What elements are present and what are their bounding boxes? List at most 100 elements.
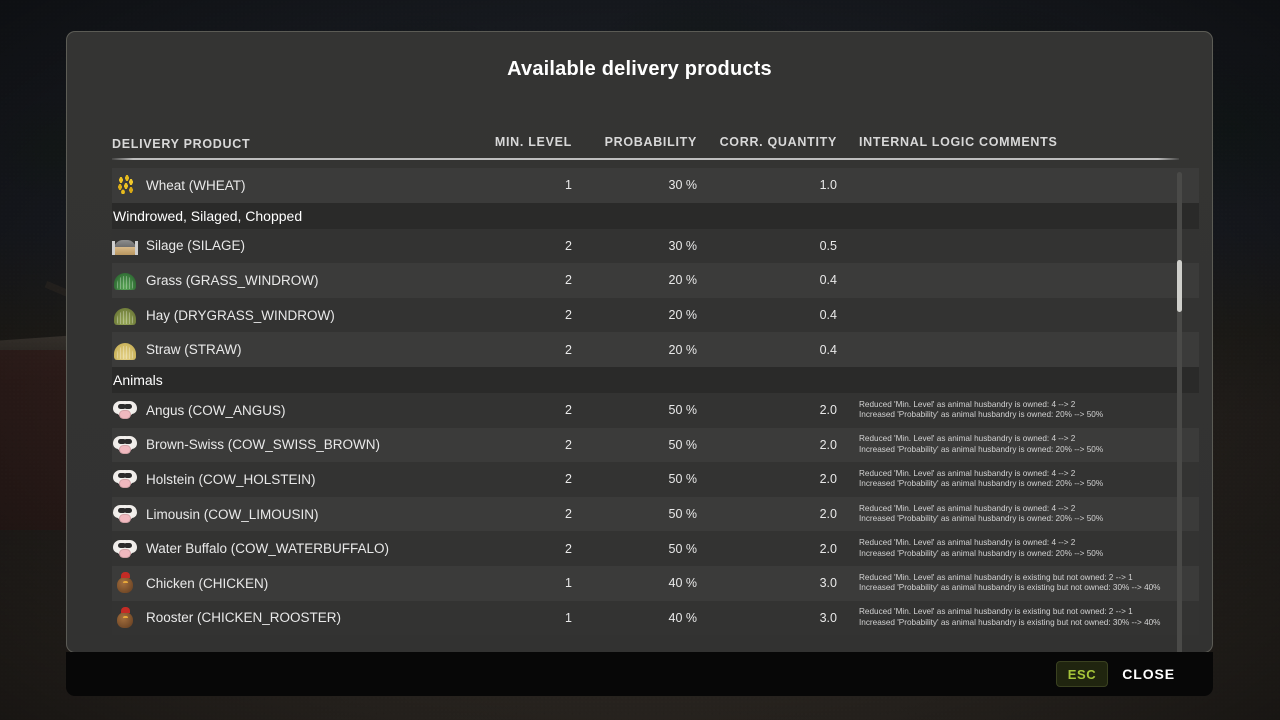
comment-line: Reduced 'Min. Level' as animal husbandry…: [859, 538, 1076, 548]
cell-probability-value: 50 %: [668, 472, 698, 487]
cell-min-level-value: 2: [565, 437, 572, 452]
cow-icon-glyph: [112, 536, 138, 562]
cell-corr-quantity: 1.0: [697, 176, 837, 194]
comment-line: Increased 'Probability' as animal husban…: [859, 548, 1104, 558]
cell-min-level: 1: [467, 574, 572, 592]
cell-min-level-value: 2: [565, 507, 572, 522]
scrollbar-thumb[interactable]: [1177, 260, 1182, 312]
column-header-corr-quantity: CORR. QUANTITY: [719, 135, 837, 149]
comment-line: Reduced 'Min. Level' as animal husbandry…: [859, 607, 1133, 617]
cell-min-level: 2: [467, 470, 572, 488]
product-name: Chicken (CHICKEN): [146, 575, 269, 591]
cell-delivery-product: Straw (STRAW): [112, 337, 467, 363]
cell-min-level: 2: [467, 271, 572, 289]
grass-icon: [112, 267, 138, 293]
table-section-header: Animals: [112, 366, 1199, 393]
rooster-icon: [112, 605, 138, 631]
comment-line: Increased 'Probability' as animal husban…: [859, 514, 1104, 524]
product-name: Limousin (COW_LIMOUSIN): [146, 506, 319, 522]
cell-delivery-product: Rooster (CHICKEN_ROOSTER): [112, 605, 467, 631]
cell-corr-quantity: 0.5: [697, 237, 837, 255]
cell-probability: 20 %: [572, 341, 698, 359]
table-row[interactable]: Holstein (COW_HOLSTEIN) 2 50 % 2.0 Reduced '…: [112, 462, 1199, 497]
product-name: Holstein (COW_HOLSTEIN): [146, 471, 316, 487]
cell-corr-quantity-value: 0.4: [819, 273, 837, 288]
cell-min-level-value: 2: [565, 541, 572, 556]
hay-icon: [112, 302, 138, 328]
cow-icon: [112, 501, 138, 527]
cell-delivery-product: Chicken (CHICKEN): [112, 570, 467, 596]
table-body[interactable]: Wheat (WHEAT) 1 30 % 1.0 Windrowed, Silaged,…: [112, 168, 1199, 652]
comment-line: Increased 'Probability' as animal husban…: [859, 617, 1161, 627]
cell-internal-logic-comments: Reduced 'Min. Level' as animal husbandry…: [837, 400, 1179, 421]
cell-delivery-product: Angus (COW_ANGUS): [112, 397, 467, 423]
silage-icon: [112, 233, 138, 259]
cell-corr-quantity-value: 1.0: [819, 178, 837, 193]
comment-line: Reduced 'Min. Level' as animal husbandry…: [859, 399, 1076, 409]
table-row[interactable]: Angus (COW_ANGUS) 2 50 % 2.0 Reduced 'Min. L…: [112, 392, 1199, 428]
table-row[interactable]: Hay (DRYGRASS_WINDROW) 2 20 % 0.4: [112, 297, 1199, 333]
table-row[interactable]: Silage (SILAGE) 2 30 % 0.5: [112, 228, 1199, 264]
cow-icon: [112, 536, 138, 562]
cell-corr-quantity: 0.4: [697, 306, 837, 324]
cell-corr-quantity: 2.0: [697, 436, 837, 454]
cell-min-level: 2: [467, 341, 572, 359]
comment-line: Increased 'Probability' as animal husban…: [859, 410, 1104, 420]
cell-probability-value: 50 %: [668, 403, 698, 418]
cell-min-level: 2: [467, 505, 572, 523]
cell-corr-quantity: 2.0: [697, 470, 837, 488]
dialog-footer-bar: ESC CLOSE: [66, 652, 1213, 696]
cell-probability-value: 40 %: [668, 576, 698, 591]
cell-min-level-value: 2: [565, 403, 572, 418]
cell-corr-quantity: 0.4: [697, 341, 837, 359]
rooster-icon-glyph: [112, 605, 138, 631]
vertical-scrollbar[interactable]: [1177, 172, 1182, 652]
table-row[interactable]: Wheat (WHEAT) 1 30 % 1.0: [112, 168, 1199, 203]
cell-probability: 50 %: [572, 436, 698, 454]
comment-line: Reduced 'Min. Level' as animal husbandry…: [859, 503, 1076, 513]
comment-line: Reduced 'Min. Level' as animal husbandry…: [859, 434, 1076, 444]
close-button[interactable]: CLOSE: [1122, 666, 1175, 682]
cow-icon: [112, 466, 138, 492]
cell-internal-logic-comments: Reduced 'Min. Level' as animal husbandry…: [837, 434, 1179, 455]
products-table: DELIVERY PRODUCT MIN. LEVEL PROBABILITY …: [112, 125, 1199, 652]
chicken-icon: [112, 570, 138, 596]
cow-icon-glyph: [112, 501, 138, 527]
table-row[interactable]: Rooster (CHICKEN_ROOSTER) 1 40 % 3.0 Reduced…: [112, 600, 1199, 636]
cell-delivery-product: Holstein (COW_HOLSTEIN): [112, 466, 467, 492]
cell-min-level: 1: [467, 609, 572, 627]
cell-corr-quantity-value: 2.0: [819, 472, 837, 487]
cell-min-level: 2: [467, 401, 572, 419]
table-row[interactable]: Chicken (CHICKEN) 1 40 % 3.0 Reduced 'Min. L…: [112, 565, 1199, 601]
esc-key-badge[interactable]: ESC: [1055, 661, 1109, 687]
cell-corr-quantity-value: 3.0: [819, 576, 837, 591]
silage-icon-glyph: [112, 233, 138, 259]
cell-probability-value: 50 %: [668, 437, 698, 452]
cell-min-level: 2: [467, 237, 572, 255]
cell-delivery-product: Brown-Swiss (COW_SWISS_BROWN): [112, 432, 467, 458]
hay-icon-glyph: [112, 302, 138, 328]
table-row[interactable]: Brown-Swiss (COW_SWISS_BROWN) 2 50 % 2.0 Red…: [112, 427, 1199, 463]
table-row[interactable]: Straw (STRAW) 2 20 % 0.4: [112, 332, 1199, 367]
cell-min-level: 2: [467, 436, 572, 454]
cell-probability-value: 30 %: [668, 178, 698, 193]
cell-probability: 30 %: [572, 237, 698, 255]
section-label: Animals: [113, 371, 163, 388]
cell-min-level-value: 1: [565, 576, 572, 591]
table-row[interactable]: Grass (GRASS_WINDROW) 2 20 % 0.4: [112, 263, 1199, 298]
cell-corr-quantity: 2.0: [697, 540, 837, 558]
straw-icon: [112, 337, 138, 363]
cell-probability-value: 50 %: [668, 507, 698, 522]
cell-corr-quantity-value: 2.0: [819, 541, 837, 556]
table-row[interactable]: Limousin (COW_LIMOUSIN) 2 50 % 2.0 Reduced '…: [112, 496, 1199, 532]
column-header-delivery-product: DELIVERY PRODUCT: [112, 137, 251, 151]
column-header-internal-logic-comments: INTERNAL LOGIC COMMENTS: [859, 135, 1058, 149]
cell-min-level-value: 1: [565, 610, 572, 625]
cell-corr-quantity-value: 0.5: [819, 238, 837, 253]
table-row[interactable]: Water Buffalo (COW_WATERBUFFALO) 2 50 % 2.0…: [112, 531, 1199, 566]
table-section-header: Windrowed, Silaged, Chopped: [112, 202, 1199, 229]
product-name: Wheat (WHEAT): [146, 177, 246, 193]
cell-corr-quantity: 2.0: [697, 401, 837, 419]
comment-line: Increased 'Probability' as animal husban…: [859, 479, 1104, 489]
cell-corr-quantity-value: 2.0: [819, 507, 837, 522]
